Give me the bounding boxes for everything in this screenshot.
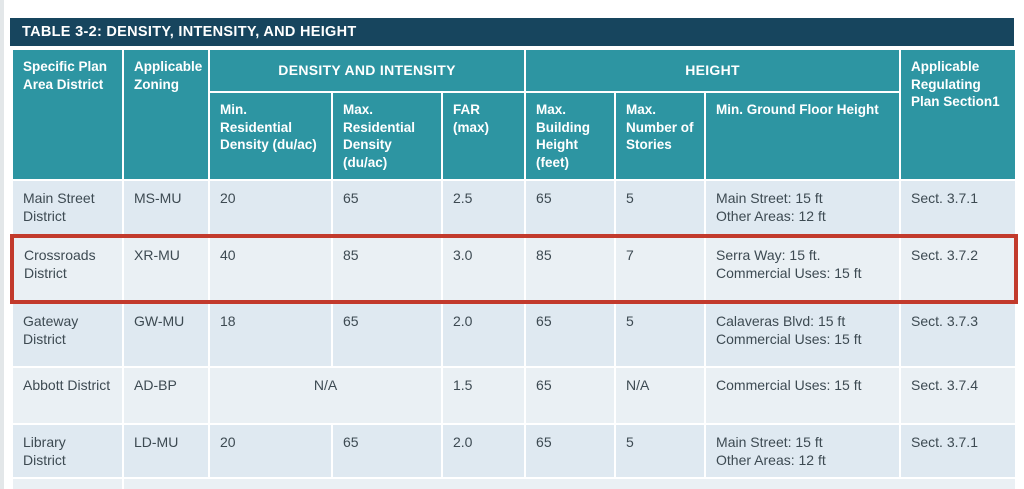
header-group-density-intensity: DENSITY AND INTENSITY — [207, 48, 527, 93]
cell-min-density: 20 — [208, 179, 333, 237]
cell-district: Crossroads District — [10, 233, 124, 304]
cell-ground-floor: Calaveras Blvd: 15 ft Commercial Uses: 1… — [704, 300, 902, 368]
cell-max-density: 65 — [331, 300, 443, 368]
row-main-street-district: Main Street District MS-MU 20 65 2.5 65 … — [11, 179, 1018, 237]
header-group-row: Specific Plan Area District Applicable Z… — [11, 47, 1018, 182]
cell-far: 2.5 — [440, 179, 527, 237]
cell-max-height: 65 — [524, 179, 617, 237]
cell-ground-floor: Main Street: 15 ft Other Areas: 12 ft — [704, 179, 902, 237]
cell-far: 2.0 — [440, 422, 527, 479]
cell-zoning: AD-BP — [122, 365, 210, 425]
cell-ground-floor: Serra Way: 15 ft. Commercial Uses: 15 ft — [704, 233, 902, 304]
density-intensity-height-table: Specific Plan Area District Applicable Z… — [10, 47, 1019, 489]
cell-max-density: 65 — [331, 179, 443, 237]
cell-existing-zoning-note: See Applicable Existing Zoning — [121, 476, 1018, 489]
table-container: TABLE 3-2: DENSITY, INTENSITY, AND HEIGH… — [10, 18, 1019, 489]
cell-section: Sect. 3.7.2 — [899, 233, 1019, 304]
cell-section: Sect. 3.7.1 — [899, 422, 1018, 479]
cell-max-height: 65 — [524, 422, 617, 479]
cell-stories: 5 — [614, 300, 707, 368]
header-group-height: HEIGHT — [524, 48, 902, 93]
header-far: FAR (max) — [440, 90, 527, 182]
cell-max-density: 65 — [331, 422, 443, 479]
cell-max-height: 85 — [524, 233, 617, 304]
cell-ground-floor: Main Street: 15 ft Other Areas: 12 ft — [704, 422, 902, 479]
cell-far: 1.5 — [440, 365, 527, 425]
cell-max-density: 85 — [331, 233, 443, 304]
cell-stories: 7 — [614, 233, 707, 304]
table-header: Specific Plan Area District Applicable Z… — [11, 47, 1018, 182]
cell-district: Main Street District — [11, 179, 124, 237]
cell-min-density: 40 — [208, 233, 333, 304]
header-ground-floor-height: Min. Ground Floor Height — [704, 90, 902, 182]
cell-section: Sect. 3.7.1 — [899, 179, 1018, 237]
cell-far: 3.0 — [440, 233, 527, 304]
cell-district: All Other Areas — [11, 476, 124, 489]
cell-zoning: MS-MU — [122, 179, 210, 237]
cell-district: Library District — [11, 422, 124, 479]
cell-district: Gateway District — [11, 300, 124, 368]
table-body: Main Street District MS-MU 20 65 2.5 65 … — [10, 179, 1019, 489]
cell-zoning: LD-MU — [122, 422, 210, 479]
cell-ground-floor: Commercial Uses: 15 ft — [704, 365, 902, 425]
row-all-other-areas: All Other Areas See Applicable Existing … — [11, 476, 1018, 489]
row-abbott-district: Abbott District AD-BP N/A 1.5 65 N/A Com… — [11, 365, 1018, 425]
cell-max-height: 65 — [524, 300, 617, 368]
cell-section: Sect. 3.7.4 — [899, 365, 1018, 425]
cell-max-height: 65 — [524, 365, 617, 425]
row-gateway-district: Gateway District GW-MU 18 65 2.0 65 5 Ca… — [11, 300, 1018, 368]
cell-zoning: XR-MU — [122, 233, 210, 304]
cell-district: Abbott District — [11, 365, 124, 425]
cell-min-density: 18 — [208, 300, 333, 368]
table-title-bar: TABLE 3-2: DENSITY, INTENSITY, AND HEIGH… — [10, 18, 1014, 46]
row-crossroads-district-highlighted: Crossroads District XR-MU 40 85 3.0 85 7… — [10, 233, 1019, 304]
header-sub-row: Min. Residential Density (du/ac) Max. Re… — [12, 90, 1016, 182]
cell-stories: 5 — [614, 422, 707, 479]
header-min-res-density: Min. Residential Density (du/ac) — [208, 90, 333, 182]
header-max-stories: Max. Number of Stories — [614, 90, 707, 182]
cell-zoning: GW-MU — [122, 300, 210, 368]
header-max-building-height: Max. Building Height (feet) — [524, 90, 617, 182]
cell-stories: N/A — [614, 365, 707, 425]
page-edge-strip — [0, 0, 4, 489]
table-title: TABLE 3-2: DENSITY, INTENSITY, AND HEIGH… — [22, 24, 357, 40]
cell-far: 2.0 — [440, 300, 527, 368]
row-library-district: Library District LD-MU 20 65 2.0 65 5 Ma… — [11, 422, 1018, 479]
cell-stories: 5 — [614, 179, 707, 237]
header-max-res-density: Max. Residential Density (du/ac) — [331, 90, 443, 182]
header-district: Specific Plan Area District — [11, 47, 124, 182]
cell-min-density: 20 — [208, 422, 333, 479]
header-regulating-plan-section: Applicable Regulating Plan Section1 — [899, 47, 1018, 182]
header-zoning: Applicable Zoning — [122, 47, 210, 182]
cell-density-na: N/A — [208, 365, 443, 425]
cell-section: Sect. 3.7.3 — [899, 300, 1018, 368]
